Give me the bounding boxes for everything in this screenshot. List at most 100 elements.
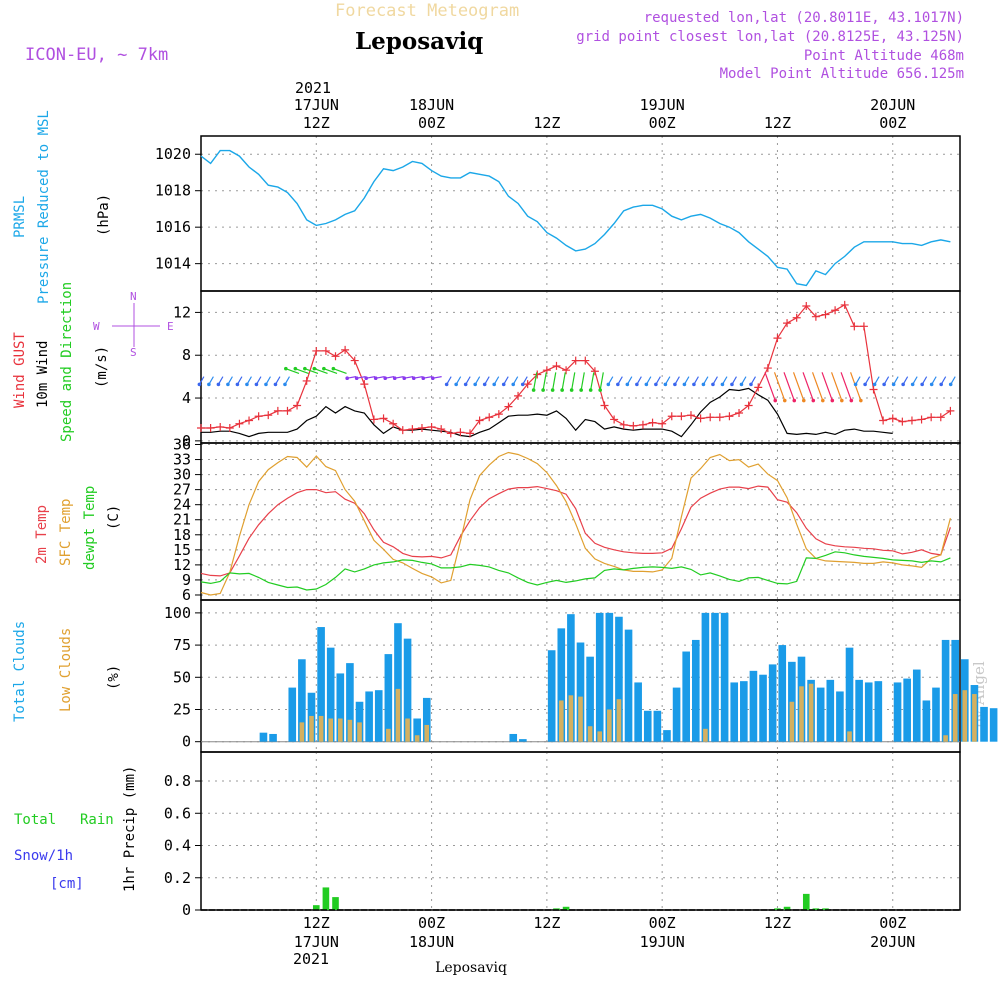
wind-direction-arrowhead — [849, 398, 854, 403]
bottom-hour-label: 00Z — [879, 914, 906, 932]
wind-gust-marker — [485, 413, 494, 422]
wind-gust-marker — [648, 418, 657, 427]
wind-direction-arrowhead — [245, 382, 249, 387]
rain-bar — [783, 906, 791, 910]
wind-direction-arrow — [533, 372, 538, 391]
wind-gust-marker — [888, 414, 897, 423]
total-cloud-bar — [624, 629, 633, 742]
wind-gust-marker — [610, 415, 619, 424]
wind-direction-arrowhead — [782, 398, 787, 403]
wind-direction-arrowhead — [872, 382, 877, 387]
cloud-panel-labels: Total Clouds Low Clouds (%) — [12, 621, 122, 722]
total-cloud-bar — [365, 691, 373, 742]
total-cloud-bar — [672, 687, 681, 742]
wind-direction-arrow — [840, 372, 852, 401]
wind-direction-arrowhead — [579, 388, 583, 392]
y-tick-label: 50 — [173, 668, 191, 686]
cloud-unit-label: (%) — [106, 665, 122, 690]
wind-direction-arrowhead — [948, 382, 953, 387]
total-cloud-bar — [595, 612, 604, 742]
wind-direction-arrow — [830, 372, 843, 401]
wind-gust-marker — [408, 425, 417, 434]
wind-direction-arrow — [783, 372, 795, 401]
wind-10m-label: 10m Wind — [35, 341, 51, 408]
total-cloud-bar — [653, 710, 662, 742]
wind-gust-marker — [696, 414, 705, 423]
bottom-year-label: 2021 — [293, 950, 329, 968]
precip-cm-label: [cm] — [50, 876, 84, 892]
pressure-unit-label: (hPa) — [96, 194, 112, 236]
wind-gust-marker — [523, 380, 532, 389]
low-cloud-bar — [395, 688, 401, 742]
wind-gust-marker — [533, 370, 542, 379]
wind-gust-marker — [321, 346, 330, 355]
wind-direction-arrowhead — [501, 382, 506, 387]
total-cloud-bar — [980, 706, 988, 742]
wind-gust-marker — [235, 419, 244, 428]
rain-bar — [312, 905, 320, 910]
wind-gust-marker — [398, 426, 407, 435]
wind-direction-arrowhead — [840, 398, 844, 403]
wind-direction-arrow — [304, 368, 319, 374]
wind-gust-marker — [619, 420, 628, 429]
top-date-label: 20JUN — [870, 96, 915, 114]
wind-gust-marker — [831, 306, 840, 315]
wind-direction-arrowhead — [739, 382, 744, 387]
bottom-hour-label: 12Z — [764, 914, 791, 932]
y-tick-label: 75 — [173, 636, 191, 654]
wind-direction-arrowhead — [616, 382, 620, 387]
precip-axis-label: 1hr Precip (mm) — [122, 766, 138, 892]
total-cloud-bar — [874, 681, 883, 742]
wind-direction-arrowhead — [254, 382, 259, 387]
wind-direction-arrowhead — [929, 382, 934, 387]
wind-direction-arrowhead — [830, 398, 835, 403]
wind-direction-arrowhead — [910, 382, 915, 387]
temp-sfc-line — [200, 451, 951, 596]
total-cloud-bar — [288, 687, 297, 742]
total-cloud-bar — [557, 628, 566, 742]
wind-direction-arrowhead — [811, 398, 816, 403]
panel-wind: 0 4 8 12 — [173, 290, 961, 450]
wind-direction-arrowhead — [345, 376, 349, 380]
wind-direction-arrow — [590, 372, 595, 391]
pressure-reduced-label: Pressure Reduced to MSL — [36, 110, 52, 304]
wind-gust-marker — [658, 419, 667, 428]
y-tick-label: 12 — [173, 303, 191, 321]
total-cloud-bar — [413, 718, 421, 742]
wind-direction-arrowhead — [444, 382, 449, 387]
wind-gust-marker — [571, 356, 580, 365]
total-clouds-label: Total Clouds — [12, 621, 28, 722]
y-tick-label: 33 — [173, 451, 191, 469]
wind-direction-arrowhead — [773, 398, 778, 403]
pressure-line — [200, 149, 951, 287]
wind-direction-arrowhead — [821, 398, 825, 403]
total-cloud-bar — [740, 681, 748, 742]
rain-bar — [562, 906, 570, 910]
total-cloud-bar — [567, 614, 575, 742]
top-hour-label: 00Z — [879, 114, 906, 132]
wind-direction-arrowhead — [673, 382, 677, 387]
rain-bar — [822, 908, 829, 910]
wind-direction-arrowhead — [482, 382, 487, 387]
total-cloud-bar — [836, 691, 844, 742]
wind-direction-arrowhead — [692, 382, 696, 387]
wind-gust-label: Wind GUST — [12, 332, 28, 408]
low-cloud-bar — [952, 694, 958, 742]
wind-direction-arrowhead — [392, 376, 397, 380]
wind-gust-marker — [869, 385, 878, 394]
wind-gust-marker — [350, 356, 359, 365]
rain-bar — [802, 893, 810, 910]
wind-gust-marker — [744, 401, 753, 410]
wind-gust-marker — [859, 322, 868, 331]
wind-gust-marker — [264, 411, 273, 420]
panel-clouds: 0 25 50 75 100 — [164, 599, 998, 753]
low-cloud-bar — [414, 735, 420, 742]
wind-direction-arrowhead — [863, 382, 867, 387]
total-cloud-bar — [586, 656, 594, 742]
total-cloud-bar — [403, 638, 412, 742]
low-cloud-bar — [568, 695, 574, 742]
wind-gust-marker — [446, 429, 455, 438]
wind-gust-marker — [504, 402, 513, 411]
